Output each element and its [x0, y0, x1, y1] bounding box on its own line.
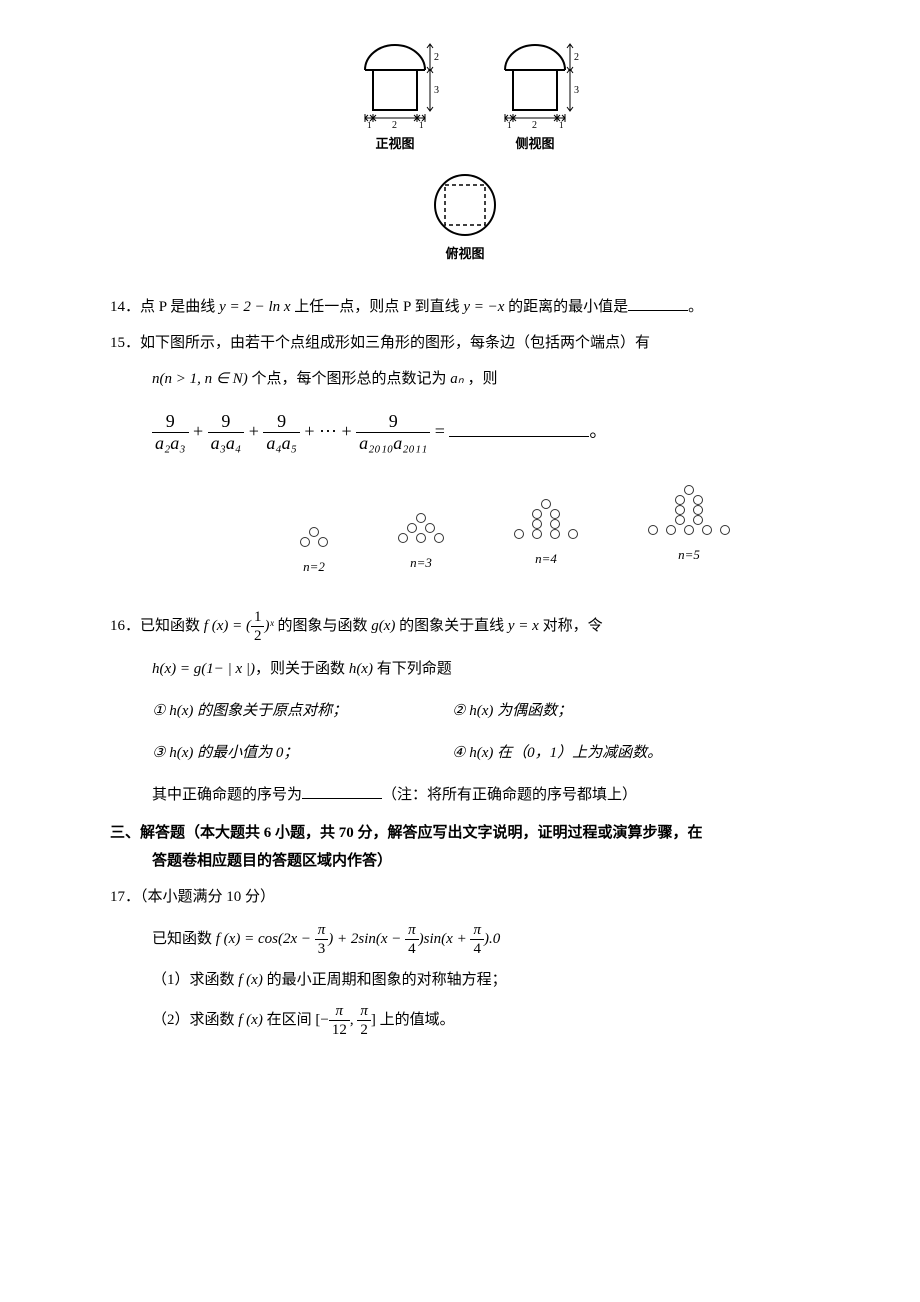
dot-icon	[318, 537, 328, 547]
dot-icon	[532, 509, 542, 519]
q17-sub2: （2）求函数 f (x) 在区间 [−π12, π2] 上的值域。	[152, 1002, 820, 1039]
triangle-label: n=4	[535, 549, 557, 570]
side-view: 2 3 1 2 1 侧视图	[485, 40, 585, 155]
svg-text:1: 1	[507, 120, 512, 130]
dot-icon	[693, 505, 703, 515]
dot-icon	[550, 509, 560, 519]
question-16: 16．已知函数 f (x) = (12)ˣ 的图象与函数 g(x) 的图象关于直…	[110, 608, 820, 645]
q17-sub1: （1）求函数 f (x) 的最小正周期和图象的对称轴方程；	[152, 968, 820, 992]
dot-icon	[675, 495, 685, 505]
dot-icon	[532, 519, 542, 529]
q14-num: 14．	[110, 299, 140, 315]
dot-icon	[434, 533, 444, 543]
dot-icon	[532, 529, 542, 539]
dot-icon	[702, 525, 712, 535]
q15-line2: n(n > 1, n ∈ N) 个点，每个图形总的点数记为 aₙ ，则	[152, 367, 820, 391]
dot-icon	[675, 505, 685, 515]
top-view-label: 俯视图	[445, 244, 484, 265]
triangle-label: n=2	[303, 557, 325, 578]
q16-line2: h(x) = g(1− | x |)，则关于函数 h(x) 有下列命题	[152, 657, 820, 681]
q16-stmts-row2: ③ h(x) 的最小值为 0； ④ h(x) 在（0，1）上为减函数。	[152, 741, 820, 765]
triangle-col-n3: n=3	[398, 485, 444, 578]
svg-text:3: 3	[574, 85, 579, 96]
front-view-svg: 2 3 1 2 1	[345, 40, 445, 130]
dot-icon	[684, 485, 694, 495]
dot-icon	[693, 495, 703, 505]
triangle-dots-figure: n=2 n=3 n=4 n=5	[210, 485, 820, 578]
question-14: 14．点 P 是曲线 y = 2 − ln x 上任一点，则点 P 到直线 y …	[110, 295, 820, 319]
q16-last-line: 其中正确命题的序号为（注：将所有正确命题的序号都填上）	[152, 783, 820, 807]
dot-icon	[550, 529, 560, 539]
svg-text:2: 2	[574, 52, 579, 63]
q15-num: 15．	[110, 335, 140, 351]
section-3-title: 三、解答题（本大题共 6 小题，共 70 分，解答应写出文字说明，证明过程或演算…	[110, 821, 820, 845]
q16-stmts-row1: ① h(x) 的图象关于原点对称； ② h(x) 为偶函数；	[152, 699, 820, 723]
side-view-svg: 2 3 1 2 1	[485, 40, 585, 130]
dot-icon	[684, 525, 694, 535]
dot-icon	[407, 523, 417, 533]
dot-icon	[568, 529, 578, 539]
triangle-col-n4: n=4	[514, 485, 578, 578]
dot-icon	[550, 519, 560, 529]
question-17: 17．（本小题满分 10 分）	[110, 885, 820, 909]
q16-blank	[302, 783, 382, 799]
side-view-label: 侧视图	[515, 134, 554, 155]
dot-icon	[416, 513, 426, 523]
section-3-title-2: 答题卷相应题目的答题区域内作答）	[152, 849, 820, 873]
dot-icon	[720, 525, 730, 535]
triangle-col-n2: n=2	[300, 485, 328, 578]
dot-icon	[425, 523, 435, 533]
dot-icon	[398, 533, 408, 543]
triangle-col-n5: n=5	[648, 485, 730, 578]
dot-icon	[693, 515, 703, 525]
dot-icon	[648, 525, 658, 535]
dim-2: 2	[434, 52, 439, 63]
dot-icon	[300, 537, 310, 547]
dot-icon	[675, 515, 685, 525]
dot-icon	[541, 499, 551, 509]
q16-num: 16．	[110, 618, 140, 634]
q14-blank	[628, 295, 688, 311]
top-view-svg	[425, 170, 505, 240]
svg-text:2: 2	[392, 120, 397, 130]
front-view-label: 正视图	[375, 134, 414, 155]
svg-text:1: 1	[419, 120, 424, 130]
dot-icon	[309, 527, 319, 537]
dot-icon	[416, 533, 426, 543]
q17-body: 已知函数 f (x) = cos(2x − π3) + 2sin(x − π4)…	[152, 921, 820, 958]
q15-blank	[449, 418, 589, 437]
dot-icon	[514, 529, 524, 539]
three-views-figure: 2 3 1 2 1 正	[110, 40, 820, 265]
svg-text:1: 1	[559, 120, 564, 130]
dim-3: 3	[434, 85, 439, 96]
dot-icon	[666, 525, 676, 535]
q15-formula: 9a₂a₃ + 9a₃a₄ + 9a₄a₅ + ⋯ + 9a₂₀₁₀a₂₀₁₁ …	[152, 411, 820, 455]
svg-text:2: 2	[532, 120, 537, 130]
q17-num: 17．	[110, 889, 140, 905]
triangle-label: n=5	[678, 545, 700, 566]
svg-text:1: 1	[367, 120, 372, 130]
question-15: 15．如下图所示，由若干个点组成形如三角形的图形，每条边（包括两个端点）有	[110, 331, 820, 355]
triangle-label: n=3	[410, 553, 432, 574]
front-view: 2 3 1 2 1 正	[345, 40, 445, 155]
